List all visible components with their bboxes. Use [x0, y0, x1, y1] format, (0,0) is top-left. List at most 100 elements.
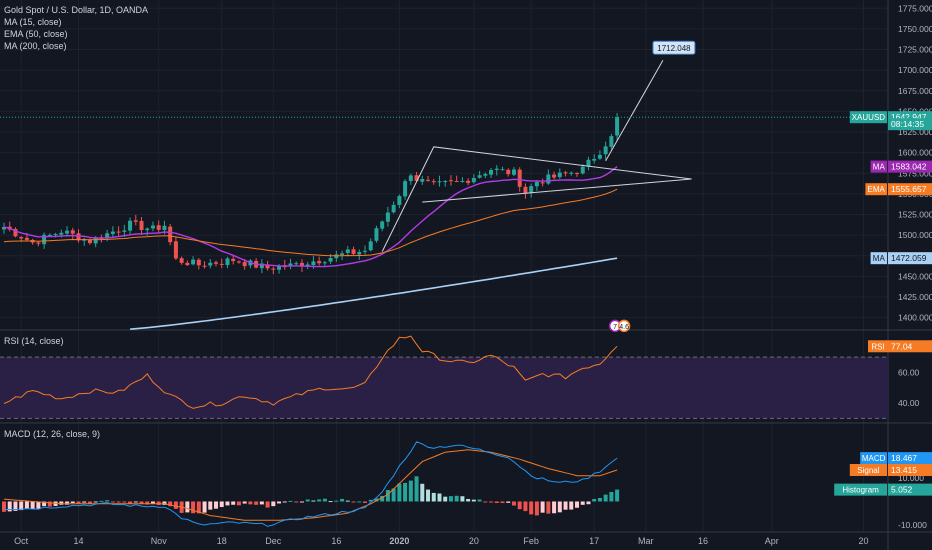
candle[interactable]	[454, 180, 459, 182]
candle[interactable]	[24, 237, 29, 240]
histogram-bar[interactable]	[168, 501, 173, 507]
histogram-bar[interactable]	[65, 501, 70, 505]
histogram-bar[interactable]	[128, 501, 133, 505]
histogram-bar[interactable]	[489, 501, 494, 503]
histogram-bar[interactable]	[2, 501, 6, 512]
candle[interactable]	[225, 258, 230, 266]
ma15-legend[interactable]: MA (15, close)	[4, 17, 62, 27]
ma200-line[interactable]	[130, 257, 618, 330]
candle[interactable]	[609, 136, 614, 147]
candle[interactable]	[540, 182, 545, 184]
candle[interactable]	[242, 262, 247, 267]
candle[interactable]	[19, 237, 24, 239]
candle[interactable]	[185, 262, 190, 266]
triangle-pattern[interactable]	[381, 146, 692, 252]
candle[interactable]	[580, 166, 585, 174]
histogram-bar[interactable]	[517, 501, 522, 510]
candle[interactable]	[494, 168, 499, 170]
candle[interactable]	[2, 226, 6, 230]
candle[interactable]	[546, 174, 551, 184]
ma200-legend[interactable]: MA (200, close)	[4, 41, 67, 51]
candle[interactable]	[511, 169, 516, 175]
histogram-bar[interactable]	[580, 501, 585, 505]
histogram-bar[interactable]	[259, 501, 264, 505]
histogram-bar[interactable]	[150, 501, 155, 504]
histogram-bar[interactable]	[391, 488, 396, 502]
candle[interactable]	[133, 220, 138, 222]
ema50-legend[interactable]: EMA (50, close)	[4, 29, 68, 39]
candle[interactable]	[408, 175, 413, 182]
callout-box[interactable]	[652, 40, 696, 55]
histogram-bar[interactable]	[575, 501, 579, 508]
candle[interactable]	[87, 239, 92, 244]
candle[interactable]	[603, 146, 608, 155]
histogram-bar[interactable]	[191, 501, 196, 514]
candle[interactable]	[116, 231, 121, 233]
histogram-bar[interactable]	[305, 499, 310, 502]
histogram-bar[interactable]	[196, 501, 201, 514]
histogram-bar[interactable]	[59, 501, 64, 505]
histogram-bar[interactable]	[523, 501, 528, 512]
histogram-bar[interactable]	[93, 501, 98, 503]
candle[interactable]	[259, 263, 264, 269]
histogram-bar[interactable]	[477, 499, 482, 502]
histogram-bar[interactable]	[563, 501, 568, 510]
macd-legend[interactable]: MACD (12, 26, close, 9)	[4, 428, 100, 440]
candle[interactable]	[265, 264, 270, 269]
histogram-bar[interactable]	[139, 501, 144, 504]
histogram-bar[interactable]	[546, 501, 551, 514]
histogram-bar[interactable]	[603, 494, 608, 502]
candle[interactable]	[317, 260, 322, 264]
candle[interactable]	[357, 252, 362, 255]
histogram-bar[interactable]	[385, 490, 390, 502]
histogram-bar[interactable]	[380, 495, 385, 502]
ema50-line[interactable]	[3, 188, 618, 257]
candle[interactable]	[426, 179, 431, 181]
candle[interactable]	[196, 259, 201, 266]
candle[interactable]	[466, 180, 471, 183]
histogram-bar[interactable]	[552, 501, 557, 514]
candle[interactable]	[202, 265, 207, 267]
histogram-bar[interactable]	[557, 501, 562, 513]
histogram-bar[interactable]	[368, 499, 373, 502]
candle[interactable]	[139, 220, 144, 231]
histogram-bar[interactable]	[345, 500, 350, 502]
candle[interactable]	[403, 181, 408, 197]
histogram-bar[interactable]	[334, 500, 339, 502]
candle[interactable]	[351, 249, 356, 254]
histogram-bar[interactable]	[116, 501, 121, 503]
candle[interactable]	[345, 249, 350, 253]
candle[interactable]	[277, 266, 282, 270]
candle[interactable]	[563, 172, 568, 174]
candle[interactable]	[231, 258, 236, 262]
candle[interactable]	[374, 228, 379, 241]
symbol-title[interactable]: Gold Spot / U.S. Dollar, 1D, OANDA	[4, 5, 149, 15]
candle[interactable]	[208, 262, 213, 266]
histogram-bar[interactable]	[248, 501, 253, 505]
histogram-bar[interactable]	[500, 501, 505, 504]
histogram-bar[interactable]	[19, 501, 24, 511]
histogram-bar[interactable]	[569, 501, 574, 510]
histogram-bar[interactable]	[609, 492, 614, 502]
drawings[interactable]	[381, 40, 696, 252]
histogram-bar[interactable]	[311, 500, 316, 502]
candle[interactable]	[122, 230, 127, 232]
histogram-bar[interactable]	[231, 501, 236, 505]
candle[interactable]	[615, 117, 620, 136]
histogram-bar[interactable]	[236, 501, 241, 506]
projection-line[interactable]	[605, 59, 664, 162]
candle[interactable]	[65, 230, 70, 234]
histogram-bar[interactable]	[99, 500, 104, 502]
histogram-bar[interactable]	[185, 501, 190, 513]
candle[interactable]	[219, 263, 224, 265]
histogram-bar[interactable]	[242, 501, 247, 504]
histogram-bar[interactable]	[105, 500, 110, 502]
histogram-bar[interactable]	[340, 498, 345, 502]
histogram-bar[interactable]	[214, 501, 219, 509]
candle[interactable]	[105, 233, 110, 239]
candle[interactable]	[59, 232, 64, 235]
histogram-bar[interactable]	[483, 501, 488, 503]
candle[interactable]	[471, 178, 476, 183]
